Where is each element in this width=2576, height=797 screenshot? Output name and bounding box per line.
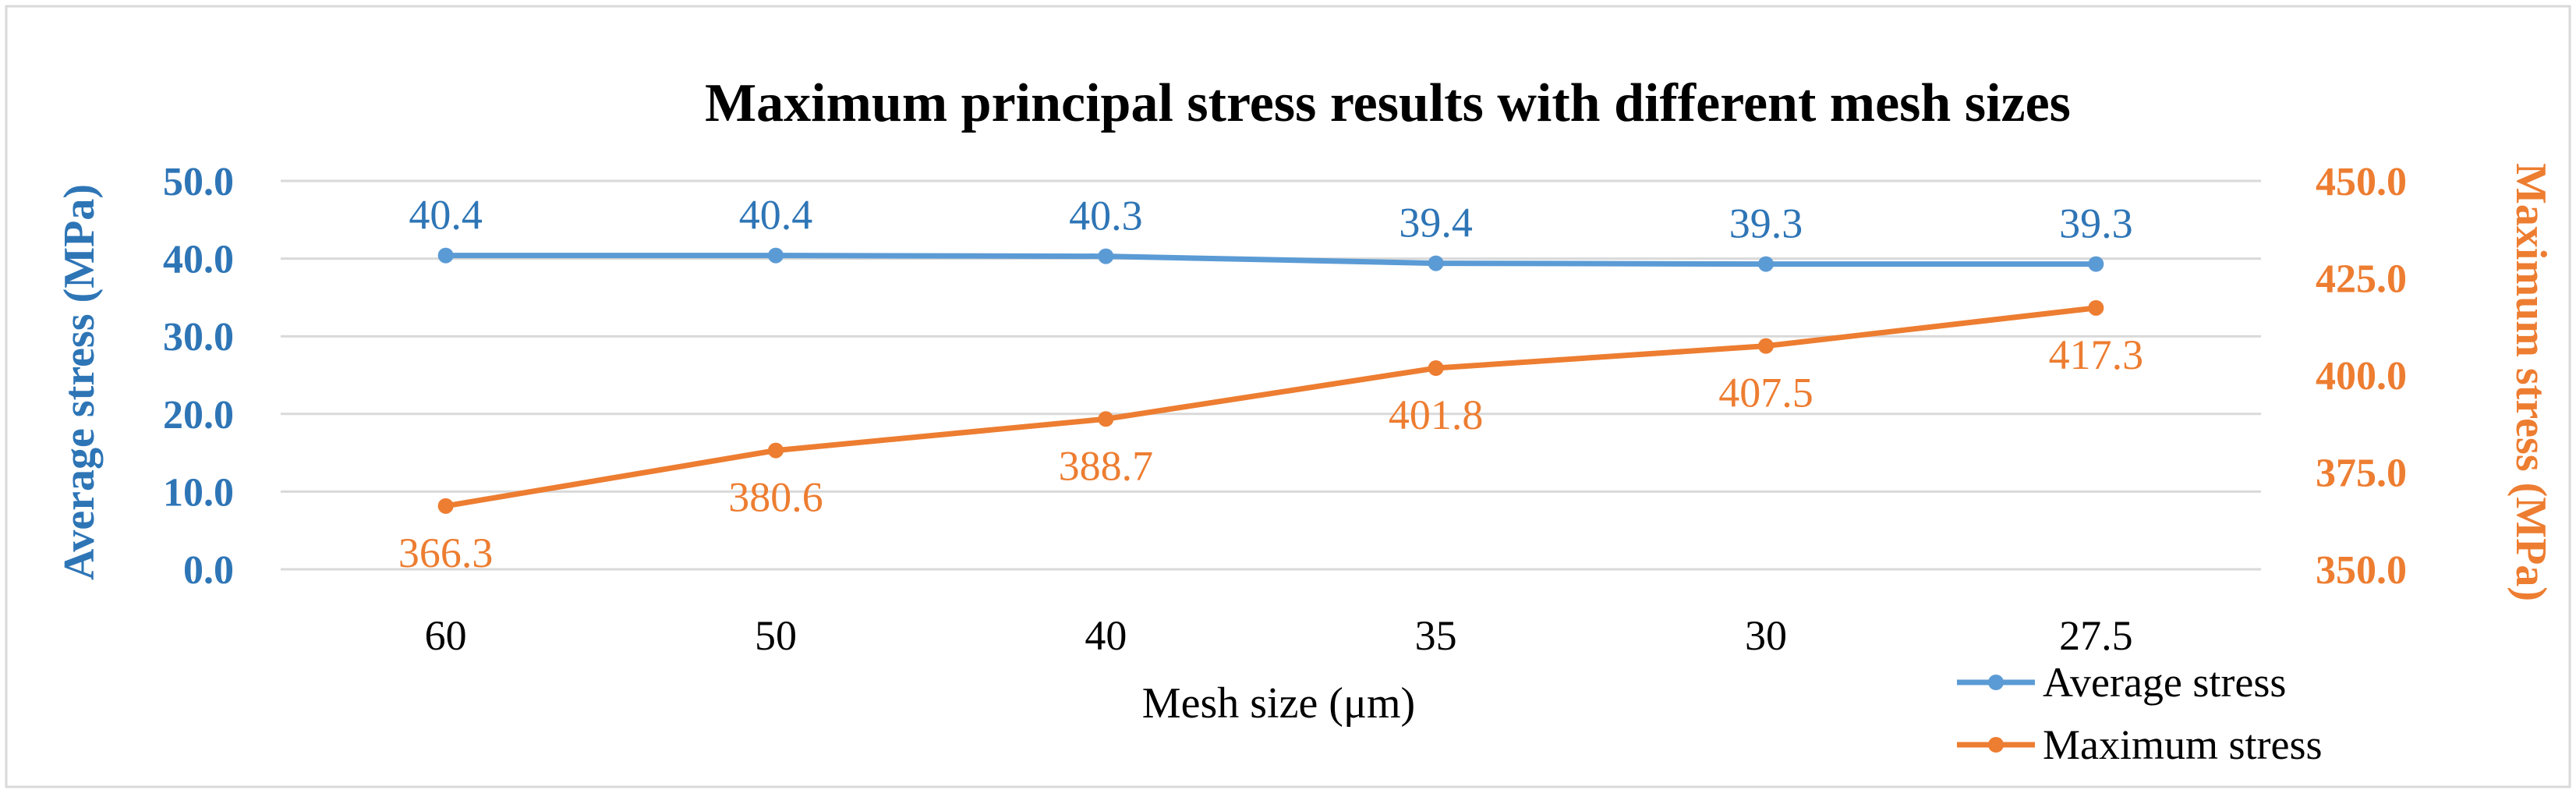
data-label: 40.4	[739, 192, 813, 239]
data-point	[768, 442, 784, 459]
y-axis-label-right: Maximum stress (MPa)	[2507, 163, 2555, 601]
legend: Average stress Maximum stress	[1957, 659, 2323, 768]
data-point	[2088, 256, 2104, 272]
chart-border	[5, 5, 2571, 788]
y-tick-right: 450.0	[2316, 160, 2407, 204]
series-line-average-stress	[443, 253, 2099, 267]
data-labels: 40.4 40.4 40.3 39.4 39.3 39.3 366.3 380.6 388.7 4…	[398, 192, 2143, 576]
data-label: 40.4	[409, 192, 483, 239]
data-point	[1098, 248, 1114, 264]
x-tick: 27.5	[2059, 612, 2133, 659]
y-tick-left: 30.0	[163, 315, 234, 360]
legend-marker	[1988, 737, 2004, 753]
data-label: 380.6	[728, 474, 823, 521]
data-label: 401.8	[1389, 391, 1484, 438]
x-tick: 35	[1415, 612, 1457, 659]
x-tick: 30	[1745, 612, 1787, 659]
data-label: 39.3	[1729, 200, 1803, 247]
data-label: 366.3	[398, 530, 494, 576]
data-label: 388.7	[1059, 442, 1154, 489]
series	[437, 247, 2104, 514]
data-label: 39.3	[2059, 200, 2133, 247]
series-line-maximum-stress	[443, 305, 2099, 509]
y-tick-left: 20.0	[163, 393, 234, 437]
data-point	[1428, 360, 1444, 377]
legend-marker	[1988, 675, 2004, 690]
legend-entry: Maximum stress	[2043, 721, 2323, 768]
y-tick-left: 10.0	[163, 470, 234, 515]
legend-entry: Average stress	[2043, 659, 2286, 706]
data-point	[1758, 256, 1774, 272]
x-axis-label: Mesh size (μm)	[1142, 679, 1415, 728]
data-point	[1428, 255, 1444, 271]
x-tick: 60	[425, 612, 467, 659]
data-label: 40.3	[1069, 193, 1143, 239]
data-label: 39.4	[1399, 200, 1473, 246]
y-tick-right: 400.0	[2316, 354, 2407, 398]
y-tick-left: 0.0	[183, 548, 234, 593]
y-tick-right: 350.0	[2316, 548, 2407, 593]
data-point	[437, 247, 454, 264]
y-tick-left: 50.0	[163, 160, 234, 204]
data-point	[2088, 299, 2104, 316]
y-tick-right: 425.0	[2316, 257, 2407, 302]
y-axis-label-left: Average stress (MPa)	[55, 184, 104, 580]
axes: 0.0 10.0 20.0 30.0 40.0 50.0 350.0 375.0 400.0 42…	[163, 160, 2407, 659]
data-label: 407.5	[1718, 370, 1813, 416]
data-point	[437, 498, 454, 514]
x-tick: 50	[755, 612, 797, 659]
data-point	[768, 247, 784, 264]
data-label: 417.3	[2049, 331, 2144, 378]
y-tick-left: 40.0	[163, 238, 234, 282]
x-tick: 40	[1085, 612, 1127, 659]
y-tick-right: 375.0	[2316, 452, 2407, 496]
chart-title: Maximum principal stress results with di…	[705, 73, 2071, 133]
data-point	[1758, 338, 1774, 354]
data-point	[1098, 411, 1114, 427]
